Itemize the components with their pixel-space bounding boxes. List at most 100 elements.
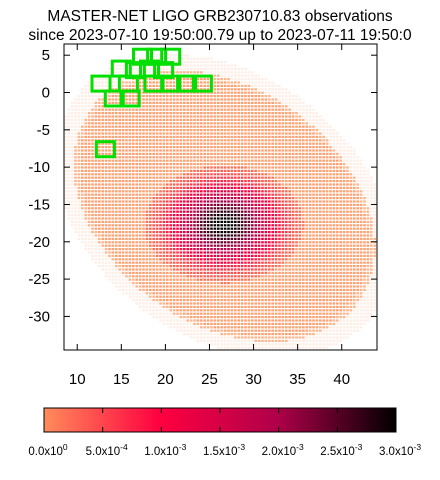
heat-cell (254, 248, 257, 251)
heat-cell (186, 108, 189, 111)
heat-cell (315, 265, 319, 268)
heat-cell (176, 244, 179, 247)
heat-cell (339, 190, 342, 193)
heat-cell (210, 67, 213, 70)
heat-cell (64, 159, 67, 162)
heat-cell (135, 214, 138, 217)
heat-cell (169, 251, 172, 254)
heat-cell (87, 186, 91, 189)
heat-cell (223, 210, 227, 213)
chart-subtitle: since 2023-07-10 19:50:00.79 up to 2023-… (28, 27, 412, 44)
heat-cell (281, 166, 285, 169)
heat-cell (186, 203, 189, 206)
heat-cell (145, 67, 149, 70)
heat-cell (118, 190, 121, 193)
heat-cell (138, 203, 142, 206)
heat-cell (278, 152, 281, 155)
heat-cell (298, 248, 302, 251)
heat-cell (288, 129, 291, 132)
heat-cell (206, 244, 210, 247)
heat-cell (305, 231, 308, 234)
heat-cell (234, 101, 237, 104)
heat-cell (210, 108, 213, 111)
heat-cell (288, 149, 291, 152)
heat-cell (132, 173, 135, 176)
heat-cell (125, 261, 128, 264)
heat-cell (128, 88, 132, 91)
heat-cell (315, 112, 319, 115)
heat-cell (101, 108, 104, 111)
heat-cell (203, 241, 206, 244)
heat-cell (288, 207, 291, 210)
heat-cell (101, 183, 104, 186)
heat-cell (346, 173, 349, 176)
heat-cell (193, 139, 196, 142)
heat-cell (196, 125, 200, 128)
heat-cell (332, 139, 336, 142)
heat-cell (152, 169, 155, 172)
heat-cell (240, 88, 244, 91)
heat-cell (104, 112, 108, 115)
heat-cell (244, 190, 247, 193)
heat-cell (108, 112, 111, 115)
heat-cell (359, 186, 363, 189)
heat-cell (288, 108, 291, 111)
heat-cell (247, 180, 251, 183)
heat-cell (159, 251, 162, 254)
heat-cell (108, 91, 111, 94)
heat-cell (346, 176, 349, 179)
heat-cell (200, 125, 203, 128)
heat-cell (210, 152, 213, 155)
heat-cell (91, 234, 94, 237)
heat-cell (104, 237, 108, 240)
heat-cell (291, 180, 295, 183)
heat-cell (138, 146, 142, 149)
heat-cell (332, 197, 336, 200)
heat-cell (193, 203, 196, 206)
heat-cell (166, 88, 169, 91)
heat-cell (342, 190, 346, 193)
heat-cell (84, 186, 87, 189)
heat-cell (268, 227, 271, 230)
heat-cell (308, 268, 312, 271)
heat-cell (81, 237, 84, 240)
heat-cell (101, 78, 104, 81)
heat-cell (240, 166, 244, 169)
heat-cell (132, 67, 135, 70)
heat-cell (101, 186, 104, 189)
heat-cell (115, 88, 118, 91)
heat-cell (251, 183, 254, 186)
heat-cell (64, 118, 67, 121)
heat-cell (169, 231, 172, 234)
heat-cell (210, 61, 213, 64)
heat-cell (295, 217, 298, 220)
heat-cell (223, 220, 227, 223)
heat-cell (217, 71, 220, 74)
heat-cell (291, 95, 295, 98)
heat-cell (220, 217, 223, 220)
heat-cell (196, 217, 200, 220)
heat-cell (356, 190, 359, 193)
heat-cell (200, 268, 203, 271)
heat-cell (210, 224, 213, 227)
heat-cell (138, 156, 142, 159)
heat-cell (254, 183, 257, 186)
heat-cell (308, 244, 312, 247)
heat-cell (87, 81, 91, 84)
heat-cell (193, 125, 196, 128)
heat-cell (169, 129, 172, 132)
heat-cell (121, 108, 125, 111)
heat-cell (288, 159, 291, 162)
heat-cell (101, 261, 104, 264)
heat-cell (206, 197, 210, 200)
heat-cell (254, 244, 257, 247)
heat-cell (278, 142, 281, 145)
heat-cell (210, 180, 213, 183)
heat-cell (128, 149, 132, 152)
heat-cell (308, 227, 312, 230)
heat-cell (251, 132, 254, 135)
heat-cell (291, 210, 295, 213)
heat-cell (302, 129, 305, 132)
heat-cell (118, 193, 121, 196)
heat-cell (244, 78, 247, 81)
